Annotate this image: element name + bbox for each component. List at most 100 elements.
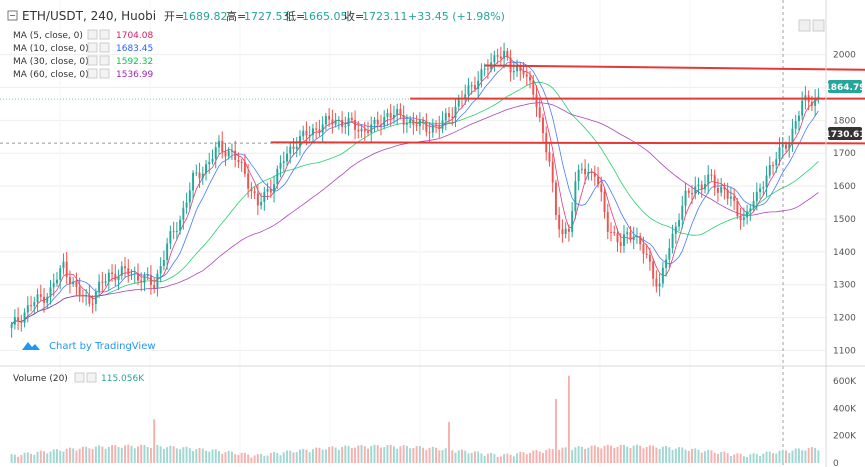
candle-body	[739, 216, 742, 221]
volume-bar	[694, 448, 697, 463]
volume-bar	[282, 452, 285, 463]
volume-bar	[94, 446, 97, 463]
volume-bar	[431, 446, 434, 463]
volume-tick-label: 600K	[833, 377, 857, 387]
candle-body	[65, 261, 68, 277]
candle-body	[392, 115, 395, 119]
candle-body	[538, 107, 541, 118]
volume-bar	[140, 444, 143, 463]
close-icon[interactable]	[99, 55, 110, 66]
price-axis[interactable]: 1100120013001400150016001700180019002000	[833, 51, 856, 357]
volume-bar	[742, 456, 745, 463]
candle-body	[716, 188, 719, 193]
indicator-value: 1536.99	[116, 70, 153, 80]
close-icon[interactable]	[99, 68, 110, 79]
candle-body	[224, 151, 227, 157]
candle-body	[49, 287, 52, 297]
symbol-title: ETH/USDT, 240, Huobi	[22, 9, 156, 23]
candle-body	[169, 231, 172, 244]
settings-icon[interactable]	[87, 68, 98, 79]
volume-bar	[467, 453, 470, 463]
settings-icon[interactable]	[87, 42, 98, 53]
volume-bar	[195, 449, 198, 463]
volume-bar	[78, 448, 81, 463]
settings-icon[interactable]	[87, 29, 98, 40]
tradingview-watermark[interactable]: Chart by TradingView	[18, 336, 156, 354]
volume-bar	[299, 449, 301, 463]
volume-bar	[224, 452, 227, 463]
candle-body	[253, 191, 256, 194]
candle-body	[334, 120, 337, 125]
candle-body	[493, 55, 496, 63]
volume-axis[interactable]: 0 200K 400K 600K	[833, 377, 857, 467]
volume-bar	[704, 451, 706, 463]
volume-bar	[499, 456, 502, 463]
volume-bar	[341, 447, 344, 463]
price-tick-label: 2000	[833, 51, 856, 61]
indicator-label: MA (5, close, 0)	[13, 31, 83, 41]
volume-bar	[661, 446, 664, 463]
maximize-icon[interactable]	[812, 19, 825, 32]
candle-body	[584, 168, 587, 175]
candle-body	[425, 121, 428, 132]
trendlines[interactable]	[270, 64, 865, 147]
volume-bar	[506, 453, 509, 463]
candle-body	[396, 109, 399, 116]
volume-bar	[324, 449, 327, 463]
candle-body	[10, 324, 13, 328]
volume-bar	[383, 447, 386, 463]
candle-body	[418, 119, 421, 127]
volume-bar	[509, 454, 512, 463]
volume-value: 115.056K	[101, 374, 145, 384]
volume-bar	[46, 453, 49, 463]
settings-icon[interactable]	[87, 55, 98, 66]
volume-bar	[648, 445, 651, 463]
volume-bar	[111, 445, 114, 463]
price-tick-label: 1200	[833, 314, 856, 324]
support-price-tag-text: 1730.61	[825, 130, 865, 140]
volume-bar	[198, 447, 201, 463]
candle-body	[755, 191, 758, 202]
volume-bar	[720, 451, 723, 463]
candle-body	[700, 184, 703, 190]
volume-bar	[392, 446, 395, 463]
volume-bar	[755, 453, 758, 463]
candle-body	[428, 131, 431, 133]
volume-bar	[674, 448, 677, 463]
candle-body	[422, 119, 425, 122]
candle-body	[405, 123, 408, 125]
candle-body	[185, 202, 188, 208]
candle-body	[623, 234, 625, 247]
indicator-label: MA (30, close, 0)	[13, 57, 89, 67]
volume-bar	[448, 422, 450, 463]
close-icon[interactable]	[99, 42, 110, 53]
candle-body	[645, 253, 648, 255]
volume-bar	[729, 455, 732, 463]
volume-bar	[571, 450, 574, 463]
close-icon[interactable]	[86, 372, 97, 383]
move-down-icon[interactable]	[798, 19, 811, 32]
volume-bar	[276, 452, 279, 463]
candle-body	[59, 268, 62, 280]
indicator-label: MA (10, close, 0)	[13, 44, 89, 54]
volume-bar	[315, 447, 318, 463]
candle-body	[665, 259, 668, 268]
settings-icon[interactable]	[74, 372, 85, 383]
volume-bar	[457, 450, 460, 463]
volume-bar	[418, 446, 421, 463]
volume-bar	[736, 453, 739, 463]
volume-bar	[405, 445, 408, 463]
volume-bar	[558, 449, 561, 463]
volume-bar	[331, 446, 334, 463]
close-icon[interactable]	[99, 29, 110, 40]
volume-bar	[678, 447, 681, 463]
volume-bar	[788, 452, 791, 463]
candle-body	[205, 164, 207, 174]
collapse-icon[interactable]	[7, 10, 18, 21]
candle-body	[308, 135, 311, 137]
candle-body	[626, 232, 629, 235]
volume-bar	[230, 451, 233, 463]
candle-body	[451, 116, 454, 118]
candle-body	[101, 281, 104, 283]
